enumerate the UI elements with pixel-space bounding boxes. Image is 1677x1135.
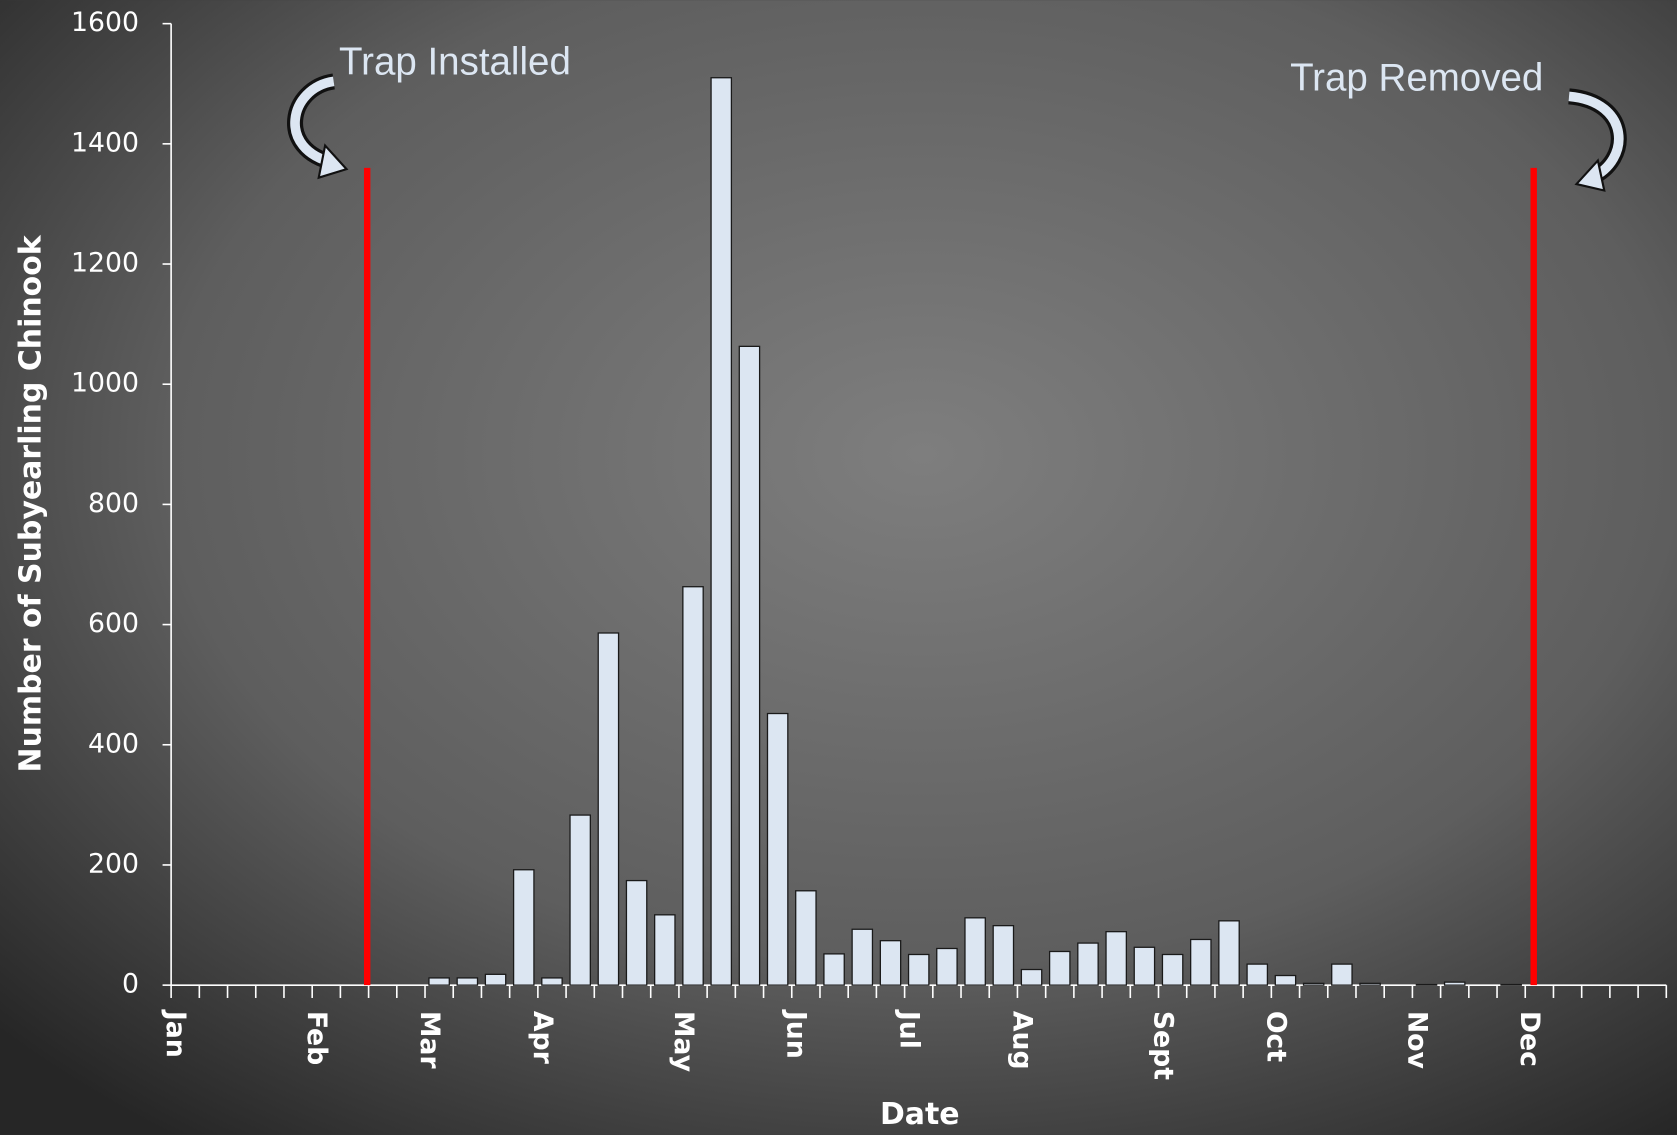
x-tick-label: Sept	[1147, 1011, 1178, 1080]
bar	[1020, 968, 1043, 986]
x-tick-label: Feb	[301, 1011, 332, 1065]
bar	[710, 77, 733, 986]
arrow	[1567, 88, 1627, 192]
bar	[625, 879, 648, 986]
x-tick-label: May	[668, 1011, 699, 1072]
x-axis-title: Date	[880, 1097, 960, 1132]
y-tick-label: 1000	[71, 368, 139, 399]
x-tick-label: Jul	[894, 1009, 925, 1049]
y-tick-label: 1400	[71, 127, 139, 158]
bar	[823, 953, 845, 986]
bar	[654, 914, 676, 986]
bar	[541, 977, 563, 986]
x-tick-label: Apr	[527, 1011, 558, 1065]
bar	[1274, 974, 1297, 986]
x-tick-label: Aug	[1006, 1011, 1037, 1070]
y-tick-label: 800	[88, 488, 139, 519]
y-axis-title: Number of Subyearling Chinook	[14, 234, 49, 772]
x-tick-label: Oct	[1260, 1011, 1291, 1063]
bar	[456, 977, 479, 986]
bar	[1443, 981, 1466, 986]
arrow	[287, 73, 349, 180]
bar	[1218, 920, 1240, 986]
y-tick-label: 200	[88, 848, 139, 879]
x-tick-label: Jun	[781, 1009, 812, 1059]
x-tick-label: Jan	[160, 1009, 191, 1058]
y-tick-label: 1200	[71, 248, 139, 279]
bar	[1048, 950, 1071, 986]
bar	[766, 712, 789, 986]
bar	[851, 928, 874, 986]
bar	[1500, 983, 1522, 986]
bar	[879, 940, 902, 986]
annotation: Trap Installed	[339, 40, 571, 83]
bar	[1105, 931, 1127, 986]
y-tick-label: 400	[88, 728, 139, 759]
bar	[428, 977, 450, 986]
bar	[1359, 982, 1381, 986]
bar	[1246, 963, 1269, 986]
y-tick-label: 600	[88, 608, 139, 639]
x-tick-label: Dec	[1514, 1011, 1545, 1067]
bar	[1415, 983, 1438, 986]
bar	[936, 947, 958, 986]
bar	[738, 345, 761, 986]
bar	[1302, 982, 1325, 986]
y-tick-label: 0	[122, 969, 139, 1000]
bar	[1077, 942, 1099, 986]
bar	[1161, 953, 1184, 986]
bar	[484, 973, 507, 986]
x-tick-label: Mar	[414, 1011, 445, 1070]
x-tick-label: Nov	[1401, 1011, 1432, 1070]
bar	[512, 869, 535, 986]
bar	[1190, 938, 1212, 986]
annotation: Trap Removed	[1290, 57, 1543, 100]
bar	[1331, 963, 1353, 986]
bar	[1133, 946, 1156, 986]
bar	[992, 925, 1015, 986]
bar	[795, 890, 817, 986]
bar	[597, 632, 620, 986]
bar	[569, 814, 591, 986]
y-tick-label: 1600	[71, 7, 139, 38]
bar	[682, 586, 704, 986]
bar	[907, 953, 930, 986]
bar	[964, 917, 986, 986]
